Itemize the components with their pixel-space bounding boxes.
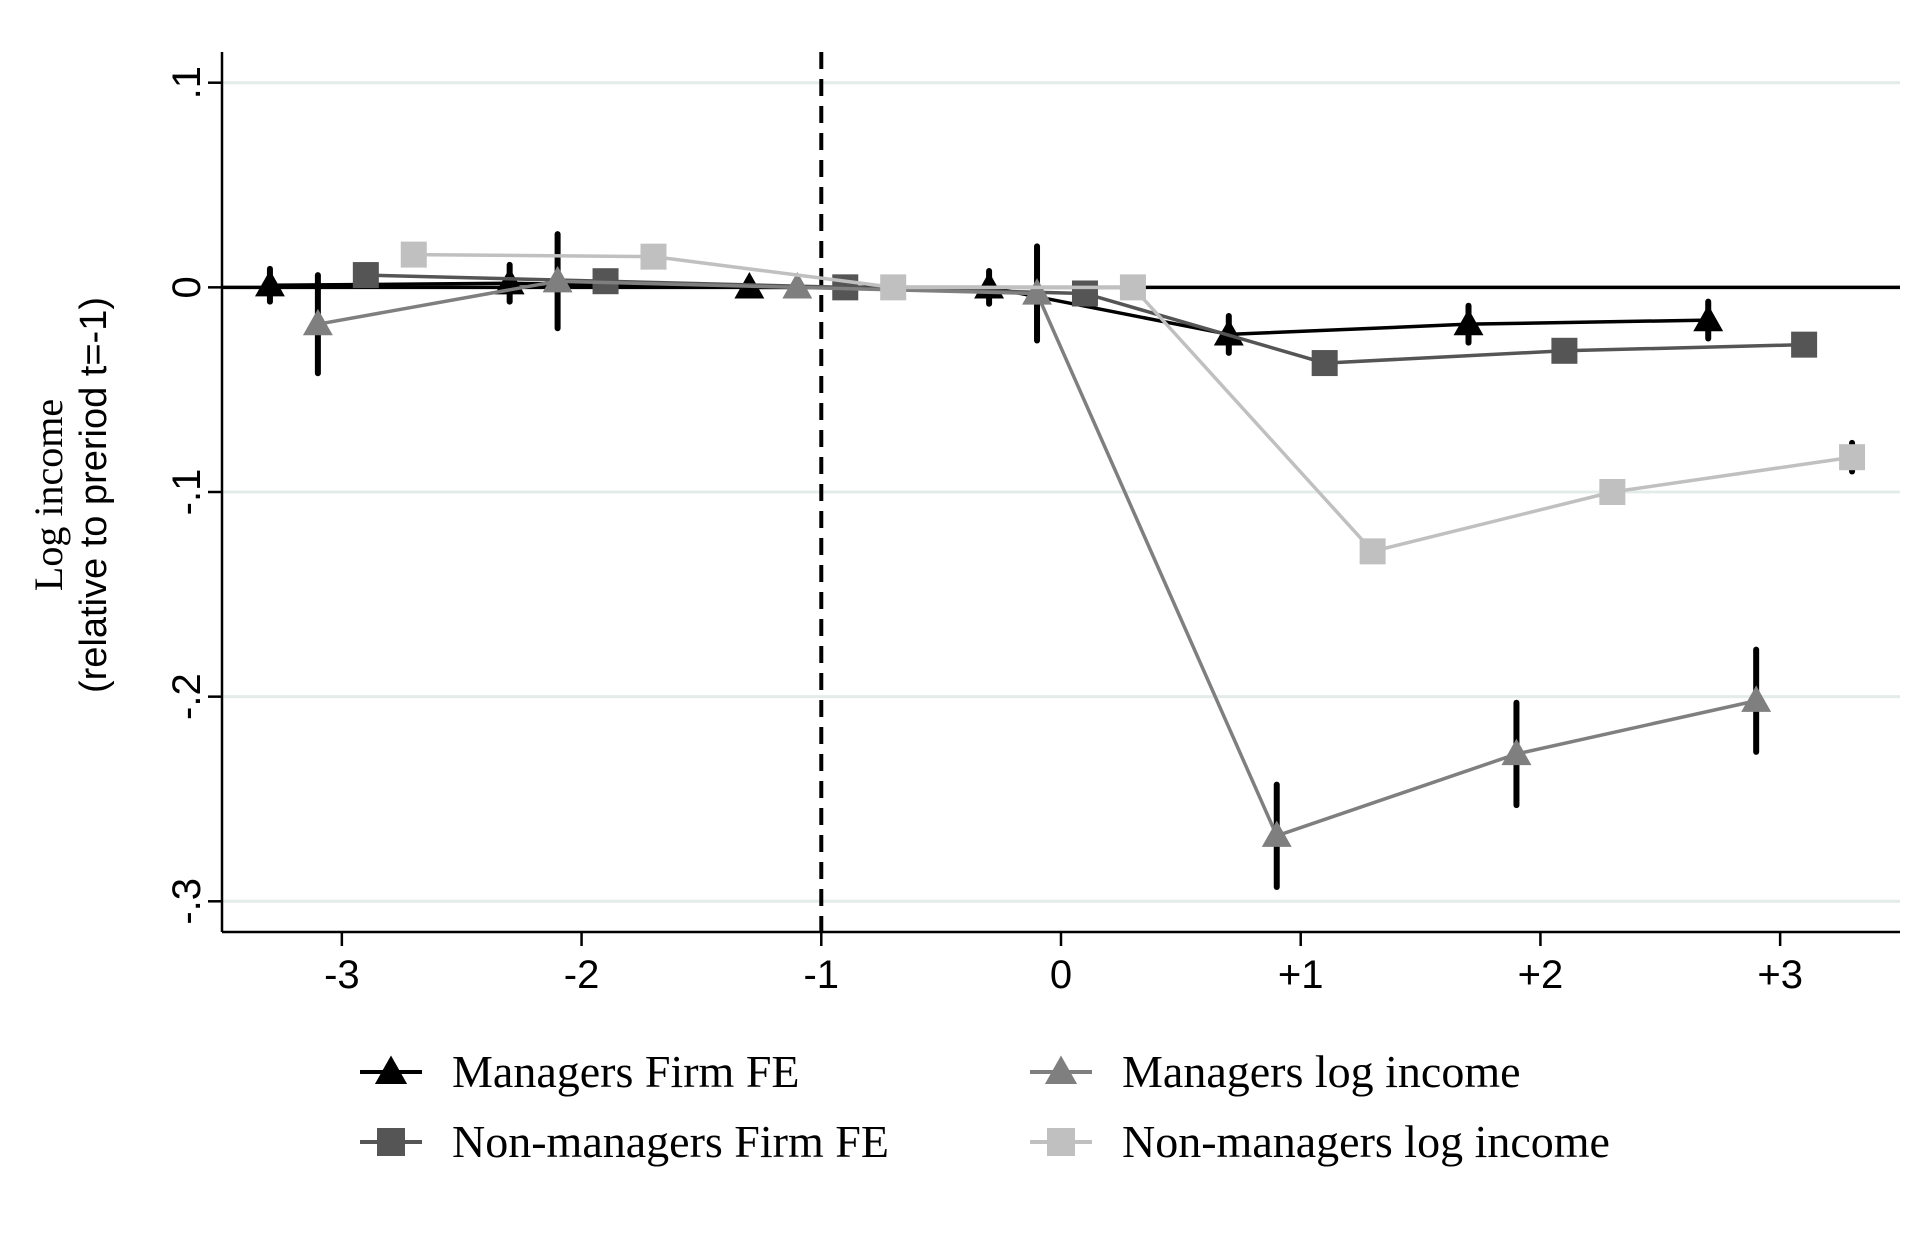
legend-item: Managers Firm FE (360, 1046, 800, 1097)
data-point (1839, 444, 1866, 471)
data-point (302, 308, 333, 336)
data-point (1791, 331, 1818, 358)
legend-marker (1044, 1055, 1078, 1084)
data-point (1311, 350, 1338, 377)
data-point (1501, 738, 1532, 766)
legend-item: Non-managers Firm FE (360, 1116, 889, 1167)
data-point (1693, 304, 1724, 332)
data-point (1119, 274, 1146, 301)
data-point (1261, 820, 1292, 847)
data-point (974, 272, 1005, 299)
series-3 (302, 231, 1772, 890)
legend-marker (377, 1128, 405, 1156)
x-tick-label: -3 (324, 953, 360, 997)
data-point (1359, 538, 1386, 565)
y-tick-label: .1 (165, 66, 209, 99)
data-point (1741, 685, 1772, 712)
y-tick-label: -.3 (165, 878, 209, 925)
series-line (317, 279, 1757, 838)
data-point (1453, 308, 1484, 336)
x-tick-label: +1 (1278, 953, 1324, 997)
data-point (1071, 280, 1098, 307)
data-point (1551, 337, 1578, 364)
y-tick-label: -.1 (165, 469, 209, 516)
legend-item: Managers log income (1030, 1046, 1521, 1097)
legend-marker (1047, 1128, 1075, 1156)
data-point (880, 274, 907, 301)
data-point (640, 243, 667, 270)
data-point (1022, 278, 1052, 305)
y-tick-label: -.2 (165, 673, 209, 720)
data-point (352, 262, 379, 289)
x-tick-label: +3 (1757, 953, 1803, 997)
y-axis-title-main: Log income (26, 399, 71, 591)
legend-label: Managers log income (1122, 1046, 1521, 1097)
x-tick-label: -1 (803, 953, 839, 997)
data-point (542, 265, 573, 293)
data-point (1599, 479, 1626, 505)
x-tick-label: -2 (564, 953, 600, 997)
legend-label: Managers Firm FE (452, 1046, 800, 1097)
axes: .1 0 -.1 -.2 -.3 -3 -2 -1 0 +1 +2 +3 (165, 52, 1900, 997)
y-axis-title: Log income (relative to preriod t=-1) (26, 297, 115, 693)
series-group (254, 231, 1866, 890)
series-4 (400, 241, 1866, 565)
data-point (782, 272, 813, 299)
y-axis-title-sub: (relative to preriod t=-1) (73, 297, 115, 693)
y-tick-label: 0 (165, 276, 209, 298)
gridlines (222, 81, 1900, 903)
legend: Managers Firm FE Managers log income Non-m… (360, 1046, 1610, 1167)
legend-item: Non-managers log income (1030, 1116, 1610, 1167)
x-tick-label: 0 (1050, 953, 1072, 997)
data-point (400, 241, 427, 268)
legend-label: Non-managers log income (1122, 1116, 1610, 1167)
data-point (254, 269, 285, 297)
legend-label: Non-managers Firm FE (452, 1116, 889, 1167)
x-tick-label: +2 (1518, 953, 1564, 997)
legend-marker (374, 1055, 408, 1084)
series-2 (352, 262, 1818, 377)
